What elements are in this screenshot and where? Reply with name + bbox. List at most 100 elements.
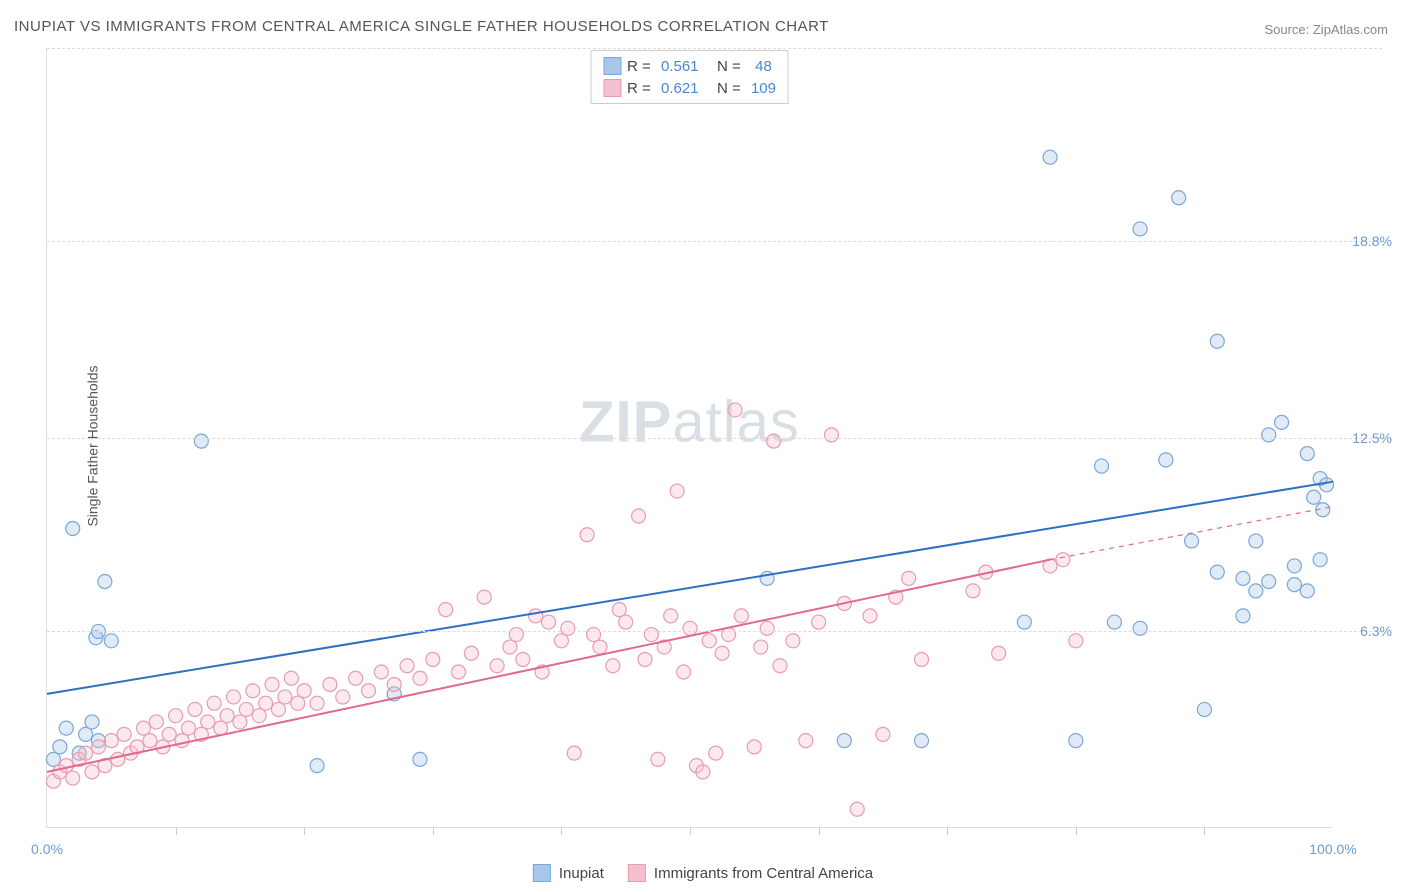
data-point <box>239 702 253 716</box>
data-point <box>902 571 916 585</box>
data-point <box>638 653 652 667</box>
x-tick-label: 0.0% <box>31 841 63 857</box>
grid-line <box>47 241 1382 242</box>
data-point <box>1236 571 1250 585</box>
data-point <box>426 653 440 667</box>
data-point <box>400 659 414 673</box>
data-point <box>1159 453 1173 467</box>
y-tick-label: 18.8% <box>1337 233 1392 249</box>
data-point <box>677 665 691 679</box>
data-point <box>503 640 517 654</box>
data-point <box>1095 459 1109 473</box>
data-point <box>1307 490 1321 504</box>
data-point <box>670 484 684 498</box>
data-point <box>259 696 273 710</box>
data-point <box>111 752 125 766</box>
data-point <box>1197 702 1211 716</box>
data-point <box>593 640 607 654</box>
data-point <box>799 734 813 748</box>
legend-label: Immigrants from Central America <box>654 865 873 882</box>
x-tick <box>1076 827 1077 835</box>
data-point <box>59 759 73 773</box>
data-point <box>104 634 118 648</box>
trend-line <box>47 560 1050 772</box>
data-point <box>310 759 324 773</box>
data-point <box>1133 222 1147 236</box>
data-point <box>992 646 1006 660</box>
data-point <box>265 677 279 691</box>
data-point <box>747 740 761 754</box>
data-point <box>59 721 73 735</box>
data-point <box>696 765 710 779</box>
data-point <box>104 734 118 748</box>
data-point <box>1107 615 1121 629</box>
chart-source: Source: ZipAtlas.com <box>1264 22 1388 37</box>
data-point <box>136 721 150 735</box>
data-point <box>413 752 427 766</box>
data-point <box>837 734 851 748</box>
grid-line <box>47 631 1382 632</box>
data-point <box>728 403 742 417</box>
data-point <box>175 734 189 748</box>
legend-item: Inupiat <box>533 864 604 882</box>
data-point <box>246 684 260 698</box>
data-point <box>98 575 112 589</box>
data-point <box>233 715 247 729</box>
data-point <box>1249 534 1263 548</box>
x-tick <box>561 827 562 835</box>
grid-line <box>47 48 1382 49</box>
data-point <box>271 702 285 716</box>
data-point <box>1313 553 1327 567</box>
data-point <box>79 727 93 741</box>
data-point <box>914 653 928 667</box>
data-point <box>863 609 877 623</box>
data-point <box>683 621 697 635</box>
data-point <box>1287 559 1301 573</box>
data-point <box>117 727 131 741</box>
data-point <box>709 746 723 760</box>
x-tick <box>304 827 305 835</box>
x-tick-label: 100.0% <box>1309 841 1356 857</box>
y-tick-label: 12.5% <box>1337 430 1392 446</box>
data-point <box>644 628 658 642</box>
data-point <box>1287 578 1301 592</box>
data-point <box>91 740 105 754</box>
data-point <box>1210 565 1224 579</box>
data-point <box>278 690 292 704</box>
data-point <box>516 653 530 667</box>
data-point <box>767 434 781 448</box>
data-point <box>310 696 324 710</box>
data-point <box>612 603 626 617</box>
data-point <box>664 609 678 623</box>
data-point <box>1069 634 1083 648</box>
data-point <box>1017 615 1031 629</box>
legend-swatch <box>628 864 646 882</box>
data-point <box>567 746 581 760</box>
data-point <box>1300 447 1314 461</box>
data-point <box>1056 553 1070 567</box>
data-point <box>284 671 298 685</box>
data-point <box>387 677 401 691</box>
data-point <box>413 671 427 685</box>
data-point <box>619 615 633 629</box>
x-tick <box>1204 827 1205 835</box>
data-point <box>85 715 99 729</box>
data-point <box>509 628 523 642</box>
data-point <box>1275 415 1289 429</box>
source-name: ZipAtlas.com <box>1313 22 1388 37</box>
data-point <box>754 640 768 654</box>
data-point <box>66 521 80 535</box>
data-point <box>1249 584 1263 598</box>
data-point <box>1043 150 1057 164</box>
data-point <box>542 615 556 629</box>
data-point <box>490 659 504 673</box>
legend-item: Immigrants from Central America <box>628 864 873 882</box>
data-point <box>702 634 716 648</box>
data-point <box>1262 428 1276 442</box>
data-point <box>651 752 665 766</box>
data-point <box>53 740 67 754</box>
data-point <box>1172 191 1186 205</box>
data-point <box>220 709 234 723</box>
data-point <box>169 709 183 723</box>
data-point <box>914 734 928 748</box>
